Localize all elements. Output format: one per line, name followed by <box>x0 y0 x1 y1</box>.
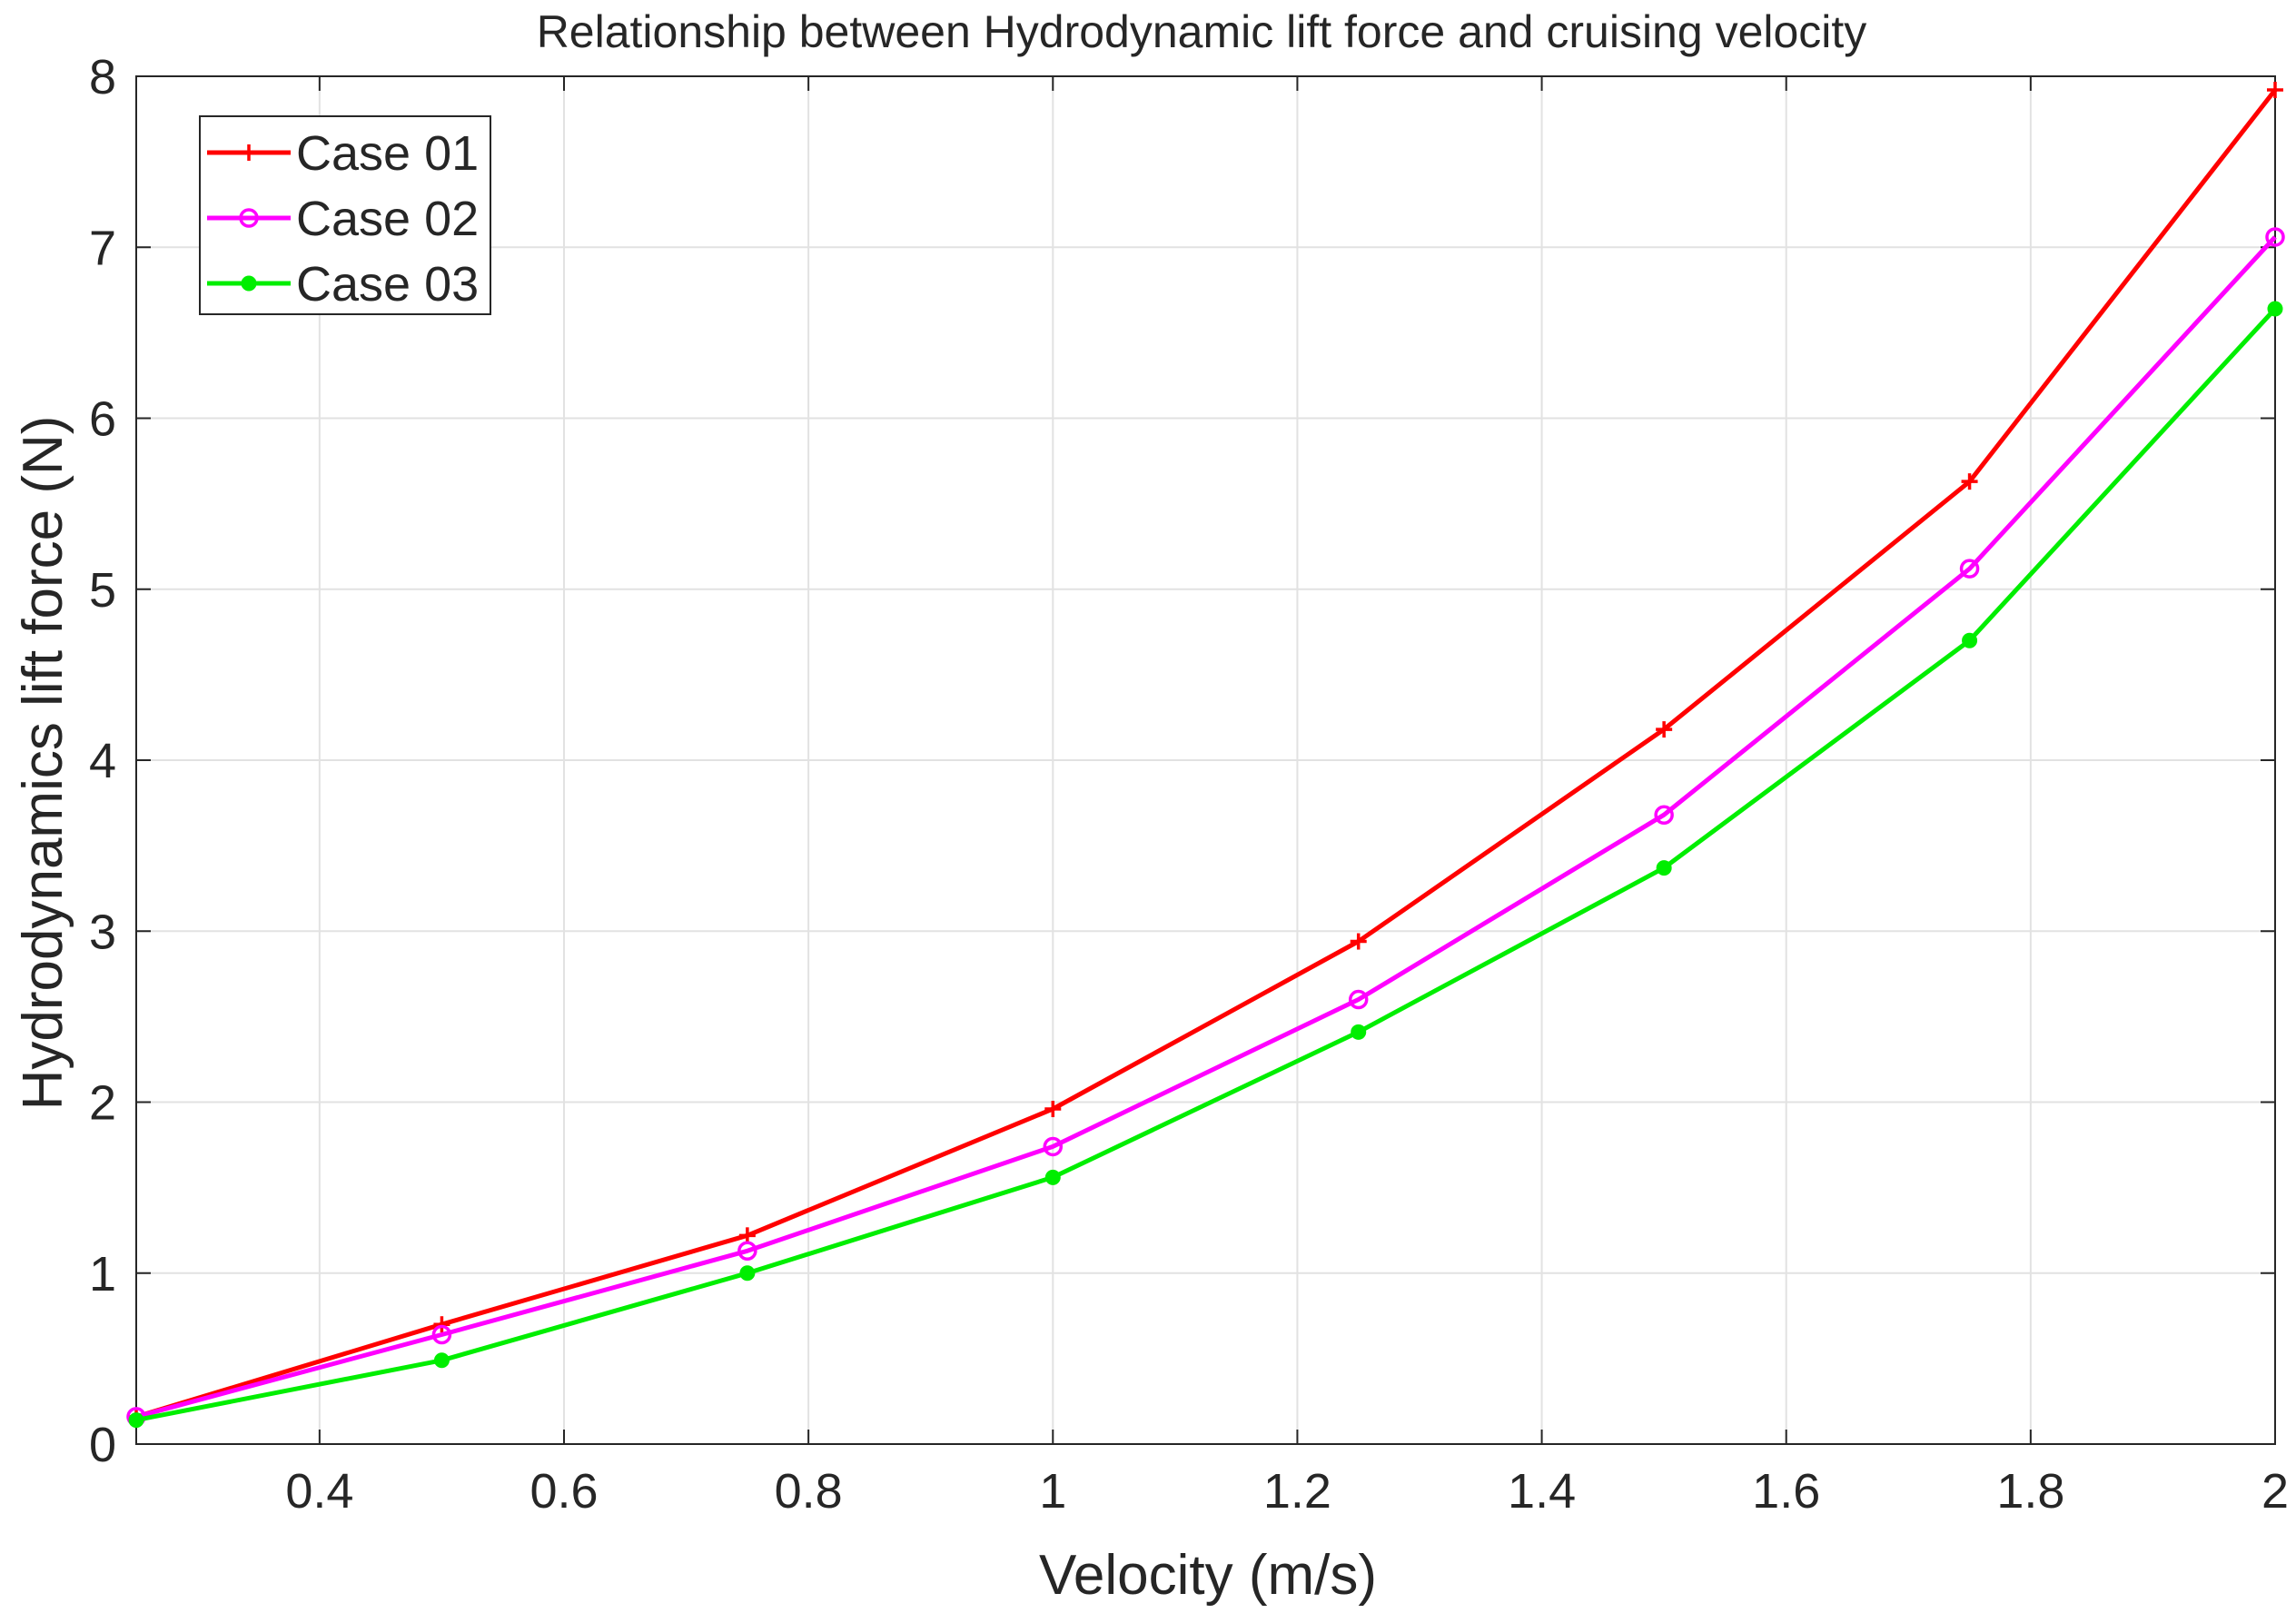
series-lines <box>126 82 2285 1429</box>
axis-ticks: 0.4 0.6 0.8 1 1.2 1.4 1.6 1.8 2 0 1 2 3 4 5 6 7 8 <box>89 50 2289 1519</box>
series-line <box>135 88 2277 1420</box>
data-point <box>1654 805 1674 825</box>
legend-label: Case 02 <box>296 192 479 246</box>
y-tick-label: 1 <box>89 1247 116 1301</box>
x-tick-label: 1.6 <box>1752 1464 1820 1519</box>
legend-marker <box>241 275 257 292</box>
legend-label: Case 03 <box>296 257 479 312</box>
legend-marker <box>241 144 257 161</box>
data-point <box>1962 632 1978 648</box>
data-point <box>738 1227 756 1244</box>
x-tick-label: 0.6 <box>529 1464 598 1519</box>
data-point <box>431 1324 452 1345</box>
y-tick-label: 4 <box>89 734 116 788</box>
y-tick-label: 5 <box>89 563 116 618</box>
data-point <box>2265 227 2285 247</box>
legend: Case 01 Case 02 Case 03 <box>199 115 491 315</box>
x-axis-label: Velocity (m/s) <box>1039 1544 1377 1607</box>
chart-title: Relationship between Hydrodynamic lift f… <box>537 6 1867 57</box>
data-point <box>2267 301 2283 317</box>
x-tick-label: 1.8 <box>1996 1464 2064 1519</box>
data-point <box>1350 933 1367 950</box>
x-tick-label: 0.8 <box>775 1464 843 1519</box>
series-3 <box>128 301 2283 1429</box>
y-tick-label: 3 <box>89 905 116 959</box>
y-tick-label: 2 <box>89 1076 116 1131</box>
data-point <box>433 1352 450 1369</box>
x-tick-label: 1.4 <box>1508 1464 1576 1519</box>
y-axis-label: Hydrodynamics lift force (N) <box>12 416 74 1111</box>
x-tick-label: 1 <box>1039 1464 1066 1519</box>
data-point <box>1044 1101 1062 1118</box>
data-point <box>737 1241 757 1262</box>
legend-entry-3: Case 03 <box>207 257 479 312</box>
data-point <box>1959 559 1980 579</box>
legend-label: Case 01 <box>296 126 479 181</box>
data-point <box>433 1316 450 1333</box>
y-tick-label: 0 <box>89 1418 116 1472</box>
x-tick-label: 0.4 <box>285 1464 353 1519</box>
y-tick-label: 8 <box>89 50 116 104</box>
data-point <box>1656 860 1672 876</box>
legend-entry-1: Case 01 <box>207 126 479 181</box>
x-tick-label: 1.2 <box>1263 1464 1331 1519</box>
data-point <box>1348 989 1369 1010</box>
legend-entry-2: Case 02 <box>207 192 479 246</box>
data-point <box>1656 721 1673 738</box>
y-tick-label: 7 <box>89 221 116 275</box>
data-point <box>1961 473 1978 490</box>
data-point <box>1043 1136 1064 1157</box>
series-line <box>135 307 2277 1423</box>
y-tick-label: 6 <box>89 392 116 447</box>
series-1 <box>128 82 2283 1425</box>
data-point <box>739 1265 756 1282</box>
data-point <box>2267 82 2283 99</box>
data-point <box>1351 1024 1367 1040</box>
data-point <box>1044 1169 1061 1185</box>
data-point <box>128 1412 144 1429</box>
series-line <box>135 235 2277 1420</box>
x-tick-label: 2 <box>2261 1464 2289 1519</box>
legend-marker <box>239 208 259 228</box>
